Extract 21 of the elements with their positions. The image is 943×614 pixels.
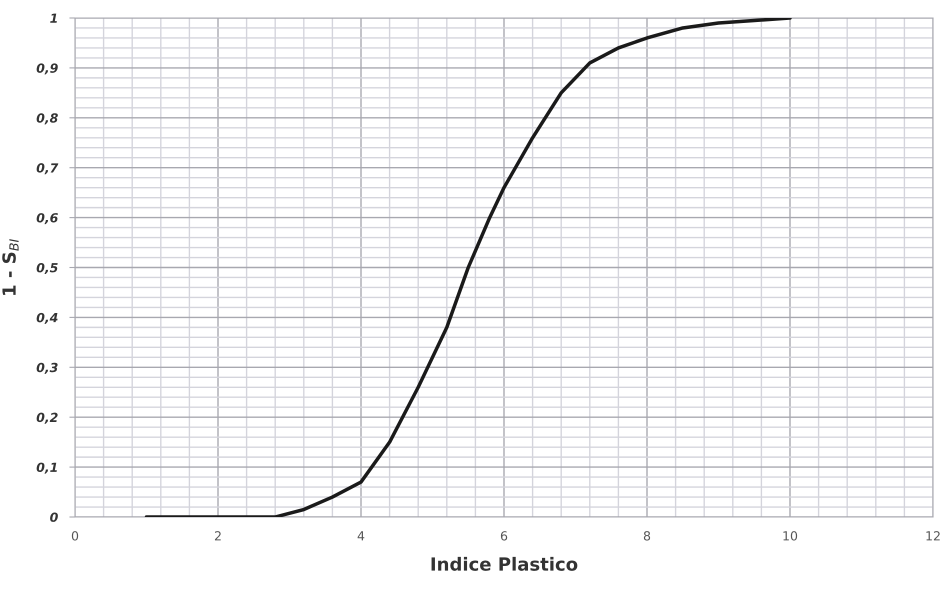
- x-tick-label: 4: [358, 531, 364, 540]
- y-tick-label: 0,6: [36, 213, 58, 224]
- x-tick-label: 6: [500, 531, 508, 541]
- y-tick-label: 0: [50, 512, 58, 522]
- y-tick-label: 0,4: [36, 312, 58, 324]
- line-series: [144, 18, 792, 517]
- y-tick-label: 0,8: [36, 113, 58, 124]
- y-tick-label: 0,2: [36, 412, 58, 424]
- x-tick-label: 2: [214, 531, 221, 540]
- y-tick-label: 0,3: [36, 362, 58, 374]
- y-tick-label: 0,7: [36, 163, 58, 174]
- y-tick-label: 0,9: [36, 63, 58, 74]
- x-tick-label: 12: [926, 531, 940, 540]
- y-tick-label: 0,1: [36, 462, 57, 474]
- x-axis-title: Indice Plastico: [432, 556, 578, 571]
- x-tick-label: 0: [72, 531, 78, 541]
- y-tick-label: 1: [50, 14, 57, 23]
- x-tick-label: 8: [644, 531, 650, 541]
- y-tick-label: 0,5: [36, 262, 58, 274]
- x-tick-label: 10: [783, 531, 798, 541]
- y-axis-title: 1 - S$_{BI}$: [2, 239, 19, 295]
